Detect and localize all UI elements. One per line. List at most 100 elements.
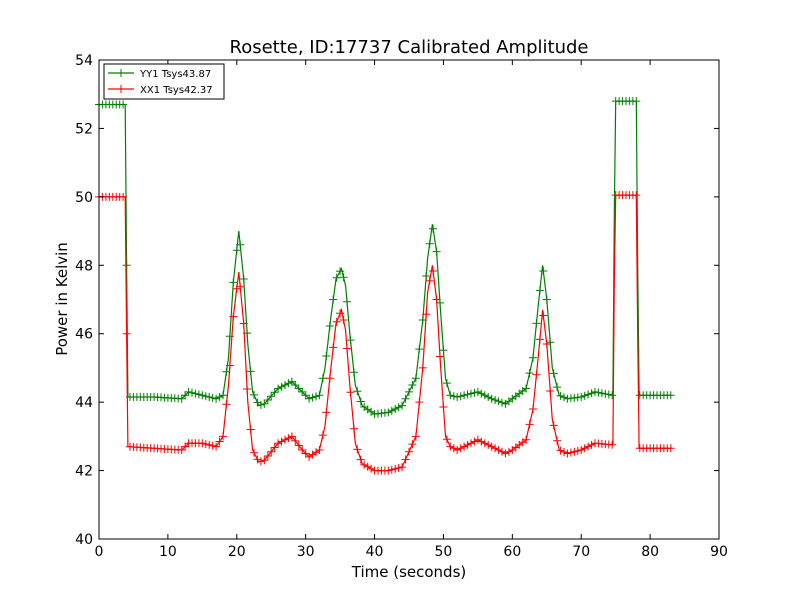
data-point-marker (549, 421, 558, 430)
data-point-marker (205, 440, 214, 449)
legend: YY1 Tsys43.87 XX1 Tsys42.37 (103, 63, 225, 100)
data-point-marker (243, 385, 252, 393)
data-point-marker (225, 361, 234, 370)
data-point-marker (198, 439, 207, 448)
data-point-marker (222, 400, 231, 409)
data-point-marker (367, 464, 376, 473)
data-point-marker (494, 397, 503, 406)
data-point-marker (122, 329, 131, 338)
data-point-marker (391, 405, 400, 413)
data-point-marker (415, 398, 424, 407)
y-tick-label: 54 (75, 53, 93, 69)
data-point-marker (546, 387, 555, 395)
y-tick-label: 42 (75, 464, 93, 480)
legend-box (103, 63, 225, 100)
tick-layer: 0 10 20 30 40 50 60 70 80 90 40 42 44 46 48 50 52 54 (75, 53, 728, 560)
data-point-marker (301, 391, 310, 400)
data-point-marker (225, 332, 234, 341)
y-tick-label: 52 (75, 121, 93, 137)
data-point-marker (191, 389, 200, 398)
data-point-marker (343, 344, 351, 353)
data-point-marker (460, 442, 469, 451)
data-point-marker (529, 405, 537, 413)
data-point-marker (501, 449, 510, 458)
x-tick-label: 30 (297, 544, 315, 560)
data-point-marker (398, 463, 407, 472)
data-point-marker (467, 439, 475, 448)
data-point-marker (260, 456, 269, 465)
data-point-marker (329, 343, 338, 352)
data-point-marker (601, 389, 610, 398)
data-point-marker (188, 388, 196, 397)
data-point-marker (566, 448, 575, 457)
data-point-marker (274, 439, 283, 448)
data-point-marker (201, 440, 210, 449)
data-point-marker (336, 309, 345, 318)
data-point-marker (442, 435, 451, 444)
data-point-marker (232, 246, 241, 255)
data-point-marker (343, 297, 351, 306)
data-point-marker (418, 363, 427, 372)
data-point-marker (577, 393, 586, 401)
data-point-marker (349, 424, 358, 433)
x-tick-label: 70 (572, 544, 590, 560)
data-point-marker (529, 353, 537, 362)
data-point-marker (346, 336, 355, 345)
data-point-marker (236, 240, 245, 249)
data-point-marker (473, 387, 482, 396)
data-point-marker (484, 393, 493, 401)
data-point-marker (411, 374, 420, 383)
data-point-marker (453, 393, 462, 401)
data-point-marker (405, 387, 413, 396)
data-point-marker (608, 440, 617, 449)
data-point-marker (339, 273, 348, 282)
data-point-marker (384, 408, 393, 417)
data-point-marker (549, 369, 558, 378)
y-tick-label: 50 (75, 190, 93, 206)
data-point-marker (429, 224, 438, 233)
data-point-marker (260, 399, 269, 408)
data-point-marker (277, 382, 286, 391)
data-point-marker (401, 455, 410, 464)
data-point-marker (584, 390, 593, 399)
data-point-marker (632, 97, 641, 106)
data-point-marker (525, 420, 534, 429)
data-point-marker (570, 447, 579, 456)
data-point-marker (473, 435, 482, 444)
data-point-marker (394, 403, 403, 412)
data-point-marker (498, 447, 506, 456)
data-point-marker (270, 388, 279, 397)
data-point-marker (298, 387, 307, 396)
data-point-marker (239, 319, 248, 328)
data-point-marker (487, 442, 496, 451)
data-point-marker (522, 384, 531, 393)
data-point-marker (477, 389, 486, 398)
data-point-marker (477, 437, 486, 446)
data-point-marker (212, 394, 221, 403)
data-point-marker (312, 392, 320, 401)
data-point-marker (287, 377, 296, 386)
data-point-marker (281, 435, 289, 444)
x-tick-label: 20 (228, 544, 246, 560)
data-point-marker (463, 390, 472, 399)
data-point-marker (597, 389, 606, 398)
data-point-marker (263, 396, 272, 404)
data-point-marker (539, 311, 548, 320)
data-point-marker (346, 388, 355, 397)
data-point-marker (398, 401, 407, 410)
data-point-marker (281, 381, 289, 389)
data-point-marker (322, 352, 331, 360)
data-point-marker (229, 278, 238, 287)
data-point-marker (546, 338, 555, 347)
data-point-marker (487, 394, 496, 403)
data-point-marker (274, 384, 283, 393)
data-point-marker (356, 455, 365, 464)
data-point-marker (267, 447, 276, 456)
data-point-marker (439, 403, 448, 411)
data-point-marker (215, 437, 224, 446)
data-point-marker (542, 295, 551, 304)
data-point-marker (325, 374, 334, 383)
data-point-marker (236, 282, 245, 291)
data-point-marker (332, 317, 341, 326)
